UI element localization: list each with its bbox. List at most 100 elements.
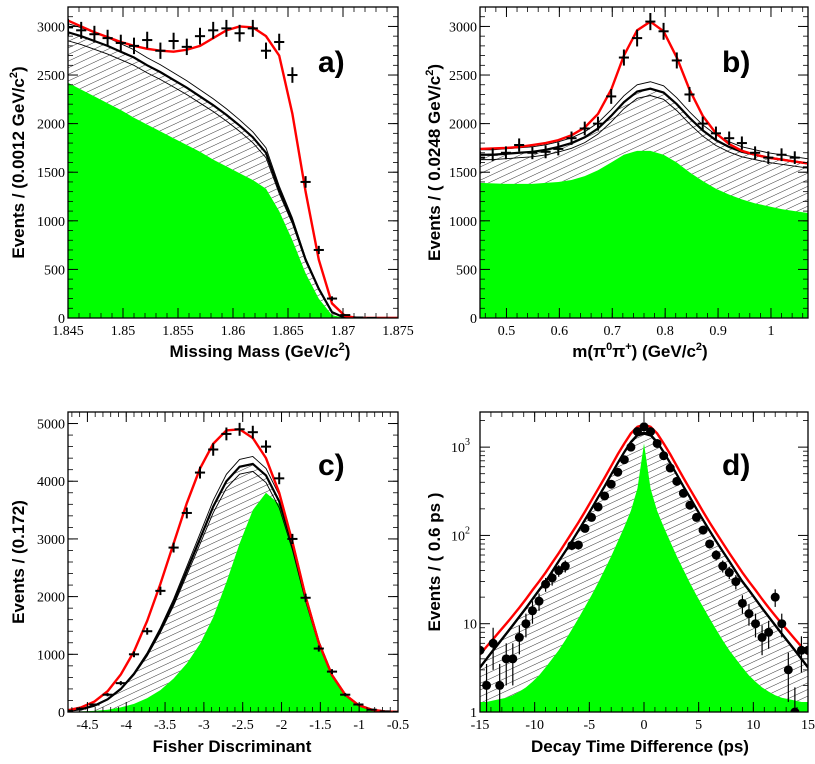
data-point (751, 613, 761, 638)
data-point (326, 296, 338, 301)
data-point (480, 151, 486, 164)
y-axis-title: Events / ( 0.6 ps ) (425, 493, 444, 632)
data-point (274, 33, 285, 51)
data-point (534, 593, 544, 611)
data-point (168, 542, 179, 553)
y-tick-label: 2000 (449, 118, 477, 133)
data-point (89, 25, 100, 43)
data-point (89, 703, 100, 706)
data-point (684, 87, 695, 102)
y-tick-label: 0 (58, 312, 65, 327)
data-point (68, 709, 74, 712)
data-point (560, 560, 570, 573)
data-point (300, 176, 311, 188)
x-axis-title: Fisher Discriminant (153, 737, 312, 756)
data-point (155, 42, 166, 59)
signal-area (68, 82, 398, 318)
data-point (102, 29, 113, 47)
x-tick-label: -3.5 (154, 718, 176, 733)
y-tick-label: 1000 (37, 648, 65, 663)
x-tick-label: 0.6 (551, 324, 569, 339)
y-axis-title: Events / ( 0.0248 GeV/c2) (424, 64, 444, 261)
data-point (763, 151, 774, 164)
total-fit-curve (68, 428, 398, 712)
x-tick-label: 0.8 (656, 324, 674, 339)
x-tick-label: 1.865 (272, 324, 304, 339)
panel-0: 1.845 1.85 1.855 1.86 1.865 1.87 1.875 0 500 1000… (8, 6, 414, 361)
data-point (208, 443, 219, 456)
y-tick-label: 10 (463, 618, 477, 633)
panel-1: 0.5 0.6 0.7 0.8 0.9 1 0 500 1000 1500 2000 2500 3000… (424, 6, 809, 361)
y-tick-label: 0 (470, 312, 477, 327)
data-point (181, 38, 192, 56)
data-point (626, 442, 636, 452)
data-point (260, 440, 272, 453)
data-point (326, 669, 338, 675)
data-point (606, 88, 617, 104)
data-point (501, 643, 511, 686)
data-point (789, 151, 800, 164)
data-point (697, 116, 708, 131)
plot-area (68, 422, 398, 712)
panel-label: c) (318, 449, 345, 482)
data-point (724, 131, 735, 145)
data-point (521, 613, 531, 638)
data-point (600, 491, 610, 501)
y-axis-title: Events / (0.0012 GeV/c2) (8, 66, 28, 258)
data-point (573, 540, 583, 550)
data-point (287, 67, 298, 83)
data-point (208, 21, 219, 39)
data-point (579, 121, 590, 136)
data-point (168, 32, 179, 50)
data-point (587, 512, 597, 522)
x-tick-label: 1.86 (221, 324, 246, 339)
data-point (659, 451, 669, 461)
panel-2: -4.5 -4 -3.5 -3 -2.5 -2 -1.5 -1 -0.5 0 1000 2000 300… (9, 411, 409, 756)
data-point (645, 12, 656, 31)
data-point (340, 693, 351, 697)
data-point (234, 24, 245, 42)
data-point (632, 29, 643, 47)
background-curve-0 (480, 432, 808, 669)
x-tick-label: 0.9 (709, 324, 727, 339)
data-point (580, 523, 590, 533)
data-point (776, 148, 787, 162)
data-point (671, 52, 682, 69)
data-point (646, 427, 656, 437)
data-point (194, 27, 206, 45)
x-tick-label: -2.5 (232, 718, 254, 733)
y-tick-label: 2000 (37, 591, 65, 606)
data-point (639, 422, 649, 432)
background-curve-2 (480, 95, 808, 169)
y-tick-label: 1500 (37, 166, 65, 181)
data-point (658, 22, 669, 40)
data-point (541, 577, 551, 592)
data-point (488, 627, 498, 670)
data-point (128, 37, 140, 55)
data-point (613, 467, 623, 477)
data-point (300, 593, 311, 602)
data-point (750, 146, 761, 160)
data-point (313, 245, 324, 255)
data-point (672, 476, 682, 486)
y-tick-label: 3000 (37, 20, 65, 35)
data-point (221, 19, 232, 37)
data-point (287, 533, 298, 544)
data-point (221, 427, 232, 441)
y-tick-label: 500 (44, 263, 65, 278)
x-tick-label: -10 (525, 718, 544, 733)
x-tick-label: -15 (471, 718, 490, 733)
data-point (115, 34, 126, 52)
data-point (665, 463, 675, 473)
data-point (744, 604, 754, 626)
x-axis-title: m(π0π+) (GeV/c2) (572, 341, 707, 361)
data-point (593, 502, 603, 512)
background-band (68, 32, 398, 318)
x-tick-label: -3 (198, 718, 210, 733)
x-tick-label: 1 (767, 324, 774, 339)
plot-area (68, 18, 398, 318)
data-point (554, 565, 564, 577)
data-point (274, 472, 285, 485)
data-point (142, 31, 153, 49)
x-tick-label: -0.5 (387, 718, 409, 733)
